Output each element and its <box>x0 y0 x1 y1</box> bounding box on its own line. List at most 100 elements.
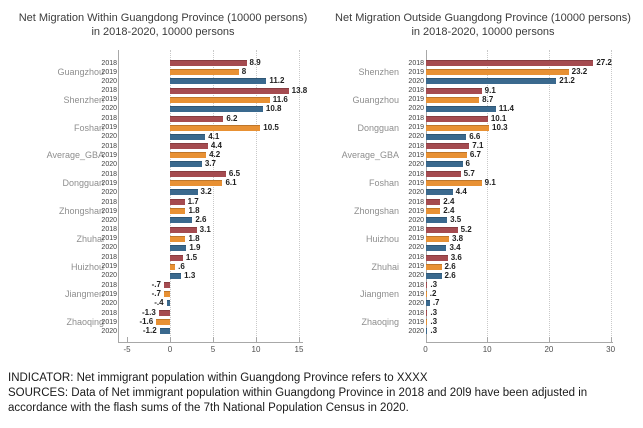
year-label: 2020 <box>101 272 117 280</box>
left-chart-title-line1: Net Migration Within Guangdong Province … <box>18 12 308 24</box>
year-label: 2020 <box>101 299 117 307</box>
year-label: 2019 <box>101 318 117 326</box>
value-label: 2.4 <box>443 197 455 206</box>
value-label: 10.1 <box>490 113 507 123</box>
bar <box>158 310 170 317</box>
year-label: 2020 <box>101 188 117 196</box>
right-chart-title-line1: Net Migration Outside Guangdong Province… <box>335 12 631 24</box>
value-label: .6 <box>178 261 185 271</box>
value-label: 10.8 <box>265 103 282 113</box>
year-label: 2020 <box>101 244 117 252</box>
x-axis-tick-label: 15 <box>294 345 304 354</box>
bar <box>170 208 186 214</box>
value-label: 11.4 <box>498 103 514 113</box>
value-label: 6 <box>465 159 470 169</box>
bar <box>170 189 198 196</box>
value-label: 6.5 <box>228 169 241 179</box>
year-label: 2018 <box>408 87 424 95</box>
value-label: 5.7 <box>463 169 475 179</box>
x-axis-tick <box>213 337 214 342</box>
category-label: Foshan <box>368 178 399 189</box>
value-label: 1.8 <box>188 233 200 243</box>
bar <box>425 254 448 261</box>
value-label: -1.3 <box>142 308 156 318</box>
bar <box>425 180 482 187</box>
year-label: 2019 <box>101 207 117 215</box>
year-label: 2019 <box>101 179 117 187</box>
x-axis-tick <box>487 337 489 342</box>
bar <box>425 171 461 178</box>
gridline <box>170 50 171 342</box>
value-label: -.7 <box>151 280 161 290</box>
year-label: 2020 <box>408 216 424 224</box>
bar <box>156 319 170 326</box>
bar <box>425 161 463 168</box>
bar <box>425 282 428 289</box>
bar <box>425 235 449 242</box>
value-label: 11.6 <box>272 94 288 104</box>
x-axis-tick-label: 0 <box>167 345 173 354</box>
category-label: Average_GBA <box>46 150 104 161</box>
bar <box>425 105 496 112</box>
bar <box>170 96 270 103</box>
year-label: 2018 <box>408 142 424 150</box>
category-label: Shenzhen <box>63 94 104 105</box>
year-label: 2018 <box>101 59 117 67</box>
x-axis-tick-label: 0 <box>423 345 428 354</box>
sources-note: SOURCES: Data of Net immigrant populatio… <box>8 386 588 414</box>
year-label: 2020 <box>101 327 117 335</box>
value-label: .3 <box>430 308 438 318</box>
value-label: 1.8 <box>188 206 200 215</box>
bar <box>159 328 170 335</box>
x-axis-tick <box>425 337 427 342</box>
bar <box>425 152 467 159</box>
year-label: 2019 <box>408 179 424 187</box>
bar <box>170 87 289 94</box>
year-label: 2019 <box>408 68 424 76</box>
value-label: 1.7 <box>187 197 199 206</box>
year-label: 2019 <box>101 124 117 132</box>
y-axis-line <box>118 50 119 342</box>
value-label: 10.3 <box>492 122 508 132</box>
year-label: 2020 <box>101 105 117 113</box>
bar <box>425 263 442 270</box>
bar <box>425 208 441 214</box>
bar <box>170 217 193 223</box>
bar <box>170 171 226 178</box>
year-label: 2020 <box>408 77 424 85</box>
year-label: 2019 <box>408 124 424 132</box>
year-label: 2019 <box>101 151 117 159</box>
year-label: 2020 <box>408 327 424 335</box>
year-label: 2020 <box>408 299 424 307</box>
category-label: Jiangmen <box>359 289 399 300</box>
category-label: Zhuhai <box>76 233 104 244</box>
value-label: 9.1 <box>484 85 496 95</box>
value-label: 11.2 <box>269 76 285 85</box>
value-label: 4.1 <box>208 131 220 141</box>
value-label: -1.6 <box>139 317 154 327</box>
value-label: .7 <box>432 298 440 308</box>
year-label: 2019 <box>101 290 117 298</box>
value-label: 5.2 <box>460 224 472 234</box>
bar <box>425 133 467 140</box>
value-label: 3.1 <box>199 224 211 234</box>
bar <box>170 105 263 112</box>
value-label: 3.5 <box>450 215 462 224</box>
year-label: 2018 <box>408 170 424 178</box>
year-label: 2020 <box>408 244 424 252</box>
year-label: 2018 <box>101 142 117 150</box>
year-label: 2020 <box>408 133 424 141</box>
bar <box>425 60 594 66</box>
value-label: 7.1 <box>472 141 484 151</box>
category-label: Zhuhai <box>371 261 399 272</box>
bar <box>170 254 183 261</box>
year-label: 2019 <box>408 96 424 104</box>
year-label: 2018 <box>101 226 117 234</box>
x-axis-tick <box>610 337 612 342</box>
bar <box>166 300 170 307</box>
value-label: 1.9 <box>189 242 201 252</box>
bar <box>425 291 427 298</box>
bar <box>425 244 447 251</box>
bar <box>170 69 239 75</box>
bar <box>163 282 170 289</box>
